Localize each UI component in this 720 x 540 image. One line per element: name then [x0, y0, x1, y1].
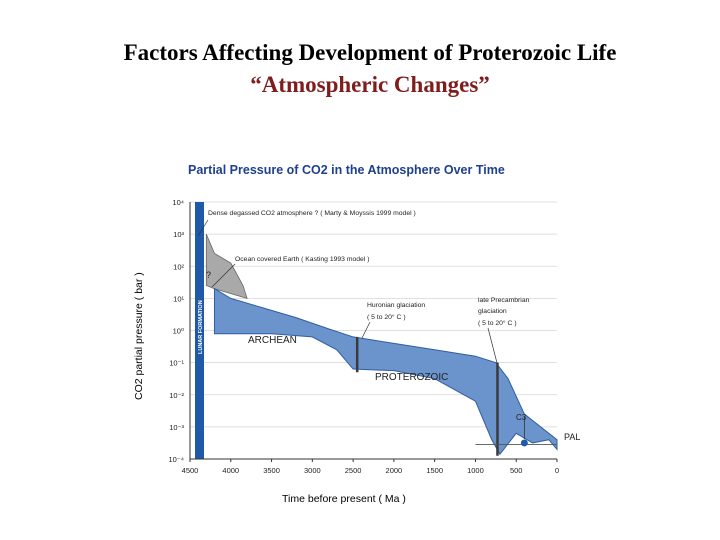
y-tick-label: 10⁻⁴ [168, 455, 184, 464]
y-tick-label: 10⁻² [169, 391, 184, 400]
y-tick-label: 10⁻¹ [169, 359, 184, 368]
annotation-huronian-temp: ( 5 to 20° C ) [367, 313, 406, 321]
x-axis-label: Time before present ( Ma ) [282, 493, 406, 505]
annotation-late-precambrian-2: glaciation [478, 308, 507, 315]
annotation-huronian: Huronian glaciation [367, 302, 425, 309]
chart-title: Partial Pressure of CO2 in the Atmospher… [188, 163, 505, 177]
x-tick-label: 4500 [182, 466, 199, 475]
y-tick-label: 10⁰ [173, 327, 184, 336]
archean-label: ARCHEAN [248, 335, 297, 346]
x-tick-label: 2500 [345, 466, 362, 475]
y-axis-label: CO2 partial pressure ( bar ) [133, 272, 145, 400]
annotation-leader [197, 219, 209, 237]
x-tick-label: 0 [555, 466, 559, 475]
annotation-late-precambrian-temp: ( 5 to 20° C ) [478, 319, 517, 327]
x-tick-label: 2000 [386, 466, 403, 475]
lunar-formation-label: LUNAR FORMATION [198, 300, 204, 354]
slide-subtitle: “Atmospheric Changes” [250, 72, 490, 97]
annotation-ocean: Ocean covered Earth ( Kasting 1993 model… [235, 256, 370, 263]
y-tick-label: 10² [173, 262, 184, 271]
c3-marker [520, 439, 528, 447]
x-tick-label: 3500 [263, 466, 280, 475]
annotation-leader [487, 327, 498, 364]
x-tick-label: 1000 [467, 466, 484, 475]
y-tick-label: 10⁴ [172, 198, 184, 207]
annotation-leader [361, 321, 371, 339]
pal-label: PAL [564, 432, 580, 442]
chart-axes: 4500 4000 3500 3000 2500 2000 1500 1000 500 0 10⁴ 1… [168, 198, 559, 475]
c3-label: C3 [516, 413, 527, 422]
x-tick-label: 4000 [222, 466, 239, 475]
x-tick-label: 500 [510, 466, 523, 475]
chart-annotations: ARCHEAN PROTEROZOIC? Dense degassed CO2 at… [197, 210, 580, 442]
annotation-late-precambrian: late Precambrian [478, 297, 530, 304]
x-tick-label: 3000 [304, 466, 321, 475]
slide-title: Factors Affecting Development of Protero… [123, 40, 617, 65]
lunar-formation-bar [195, 202, 204, 459]
x-tick-label: 1500 [426, 466, 443, 475]
unknown-label: ? [206, 270, 211, 280]
annotation-degassed: Dense degassed CO2 atmosphere ? ( Marty … [208, 210, 416, 217]
proterozoic-label: PROTEROZOIC [375, 372, 448, 383]
y-tick-label: 10⁻³ [169, 423, 184, 432]
annotation-leader [211, 263, 236, 288]
y-tick-label: 10³ [173, 230, 184, 239]
y-tick-label: 10¹ [173, 294, 184, 303]
